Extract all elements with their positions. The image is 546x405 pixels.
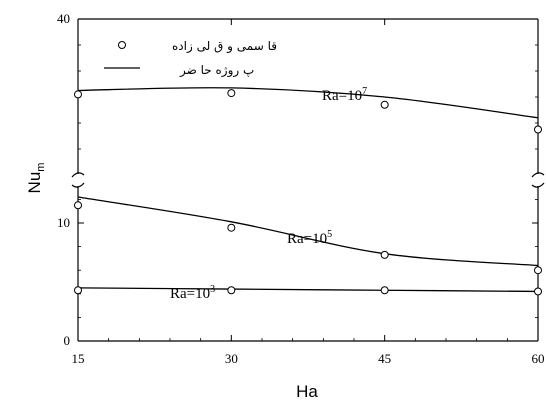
axis-break-right-upper (531, 172, 545, 178)
legend-marker-circle (118, 41, 126, 49)
legend: قا سمی و ق لی زاده پ روژه حا ضر (104, 39, 277, 78)
legend-label-reference: قا سمی و ق لی زاده (172, 39, 277, 54)
plot-frame (71, 18, 545, 342)
x-tick-label: 45 (378, 351, 391, 366)
x-tick-label: 60 (532, 351, 545, 366)
series-layer: Ra=103 Ra=105 Ra=107 (74, 86, 542, 302)
x-tick-label: 15 (72, 351, 85, 366)
data-point-ra-1e3 (534, 287, 542, 296)
series-ra-1e5: Ra=105 (74, 196, 542, 275)
x-tick-label: 30 (225, 351, 238, 366)
axis-break-left-lower (71, 182, 85, 188)
x-axis-title: Ha (296, 382, 318, 401)
x-axis-ticks: 15 30 45 60 (72, 19, 545, 366)
y-axis-title: Num (25, 163, 47, 194)
data-point-ra-1e5 (380, 250, 389, 259)
data-point-ra-1e7 (74, 90, 82, 99)
axis-break-left-upper (71, 172, 85, 178)
data-point-ra-1e5 (227, 223, 236, 232)
data-point-ra-1e3 (227, 286, 236, 295)
data-point-ra-1e5 (74, 201, 82, 210)
y-tick-label: 10 (57, 215, 70, 230)
data-point-ra-1e5 (534, 266, 542, 275)
data-point-ra-1e7 (380, 100, 389, 109)
series-label-ra-1e3: Ra=103 (170, 284, 215, 302)
data-point-ra-1e3 (74, 286, 82, 295)
series-ra-1e3: Ra=103 (74, 284, 542, 302)
series-label-ra-1e7: Ra=107 (322, 86, 367, 104)
legend-label-present: پ روژه حا ضر (179, 63, 254, 78)
y-tick-label: 40 (57, 11, 70, 26)
y-tick-label: 0 (64, 333, 71, 348)
series-label-ra-1e5: Ra=105 (287, 229, 332, 247)
y-axis-ticks: 0 10 40 (57, 11, 538, 348)
axis-break-right-lower (531, 182, 545, 188)
data-point-ra-1e3 (380, 286, 389, 295)
series-line-ra-1e5 (77, 196, 539, 267)
data-point-ra-1e7 (227, 89, 236, 98)
series-line-ra-1e7 (77, 87, 539, 119)
data-point-ra-1e7 (534, 125, 542, 134)
series-line-ra-1e3 (77, 287, 539, 293)
series-ra-1e7: Ra=107 (74, 86, 542, 134)
